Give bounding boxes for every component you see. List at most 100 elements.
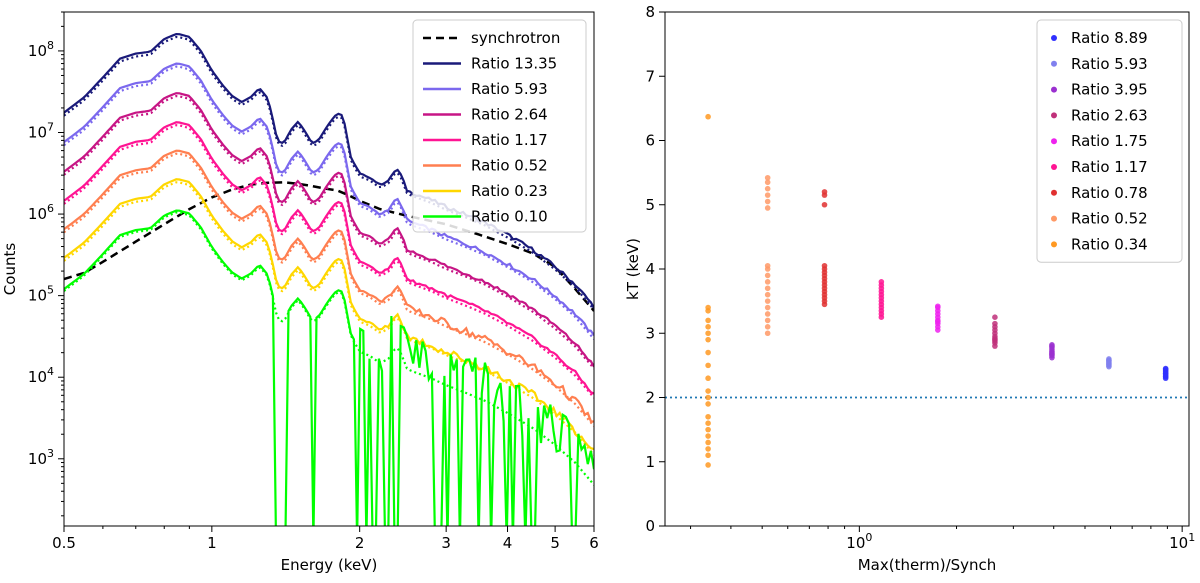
- scatter-point: [764, 205, 771, 211]
- legend-marker: [1051, 164, 1057, 170]
- x-tick-label: 1: [207, 534, 217, 552]
- scatter-point: [705, 420, 711, 427]
- data-line: [64, 121, 594, 395]
- scatter-point: [705, 113, 711, 120]
- model-line-dotted: [64, 35, 594, 311]
- legend-label: Ratio 1.75: [1071, 132, 1148, 150]
- scatter-point: [705, 433, 711, 439]
- legend-marker: [1051, 215, 1057, 222]
- scatter-point: [992, 320, 998, 327]
- scatter-point: [764, 185, 771, 192]
- scatter-point: [764, 324, 771, 330]
- tick-base: 10: [28, 287, 47, 305]
- scatter-point: [764, 262, 771, 269]
- model-line-dotted: [64, 211, 594, 486]
- y-tick-label: 103: [28, 447, 54, 468]
- legend-label: Ratio 0.78: [1071, 184, 1148, 202]
- legend-label: Ratio 0.52: [471, 157, 548, 175]
- legend-marker: [1051, 112, 1057, 119]
- legend-label: Ratio 0.34: [1071, 235, 1148, 253]
- scatter-point: [992, 314, 998, 320]
- legend-marker: [1051, 35, 1057, 41]
- x-tick-label: 5: [550, 534, 560, 552]
- x-axis-label: Max(therm)/Synch: [858, 556, 997, 574]
- scatter-point: [878, 279, 885, 285]
- model-line-dotted: [64, 124, 594, 399]
- tick-base: 10: [28, 42, 47, 60]
- tick-exponent: 6: [47, 202, 54, 215]
- x-tick-label: 3: [441, 534, 451, 552]
- scatter-point: [764, 198, 771, 205]
- legend-label: Ratio 1.17: [471, 131, 548, 149]
- y-tick-label: 1: [645, 453, 655, 471]
- y-tick-label: 4: [645, 260, 655, 278]
- tick-base: 10: [28, 205, 47, 223]
- data-line: [64, 62, 594, 336]
- legend-marker: [1051, 60, 1057, 67]
- y-tick-label: 2: [645, 389, 655, 407]
- x-tick-label: 2: [355, 534, 365, 552]
- tick-base: 10: [28, 368, 47, 386]
- tick-exponent: 3: [47, 447, 54, 460]
- scatter-point: [705, 375, 711, 382]
- data-line: [64, 209, 594, 526]
- scatter-point: [705, 394, 711, 401]
- scatter-point: [705, 462, 711, 468]
- y-axis-label: Counts: [1, 243, 19, 296]
- tick-base: 10: [1169, 534, 1188, 552]
- scatter-point: [935, 303, 941, 310]
- scatter-point: [935, 318, 941, 325]
- y-tick-label: 8: [645, 3, 655, 21]
- scatter-point: [764, 311, 771, 317]
- scatter-point: [764, 174, 771, 181]
- y-tick-label: 5: [645, 196, 655, 214]
- y-tick-label: 106: [28, 202, 54, 223]
- y-tick-label: 107: [28, 120, 54, 141]
- scatter-point: [705, 304, 711, 311]
- y-tick-label: 0: [645, 517, 655, 535]
- scatter-point: [1162, 373, 1169, 380]
- scatter-point: [821, 262, 828, 269]
- scatter-point: [1049, 351, 1055, 358]
- scatter-point: [764, 272, 771, 279]
- scatter-point: [705, 413, 711, 420]
- data-line: [64, 92, 594, 368]
- scatter-point: [705, 446, 711, 452]
- data-line: [64, 178, 594, 451]
- scatter-point: [705, 439, 711, 446]
- legend-box: [412, 19, 587, 233]
- scatter-point: [705, 401, 711, 407]
- data-line: [64, 32, 594, 309]
- model-line-dotted: [64, 94, 594, 370]
- legend-label: Ratio 5.93: [471, 80, 548, 98]
- legend-label: Ratio 2.64: [471, 106, 548, 124]
- legend-label: Ratio 8.89: [1071, 29, 1148, 47]
- model-line-dotted: [64, 152, 594, 427]
- scatter-point: [705, 349, 711, 356]
- y-tick-label: 108: [28, 39, 54, 60]
- scatter-point: [705, 388, 711, 394]
- legend-marker: [1051, 138, 1057, 145]
- y-tick-label: 105: [28, 284, 54, 305]
- y-axis-label: kT (keV): [624, 238, 642, 300]
- tick-base: 10: [28, 123, 47, 141]
- scatter-point: [1049, 342, 1055, 348]
- tick-exponent: 1: [1188, 531, 1195, 544]
- tick-exponent: 5: [47, 284, 54, 297]
- legend-box: [1036, 19, 1183, 263]
- scatter-point: [1162, 365, 1169, 372]
- model-line-dotted: [64, 65, 594, 340]
- tick-exponent: 4: [47, 365, 54, 378]
- legend-label: Ratio 5.93: [1071, 55, 1148, 73]
- x-tick-label: 101: [1169, 531, 1195, 552]
- legend-label: Ratio 1.17: [1071, 158, 1148, 176]
- tick-exponent: 7: [47, 120, 54, 133]
- scatter-point: [764, 285, 771, 292]
- tick-base: 10: [28, 450, 47, 468]
- scatter-point: [821, 189, 828, 195]
- scatter-point: [764, 192, 771, 198]
- plot-frame: [63, 11, 595, 527]
